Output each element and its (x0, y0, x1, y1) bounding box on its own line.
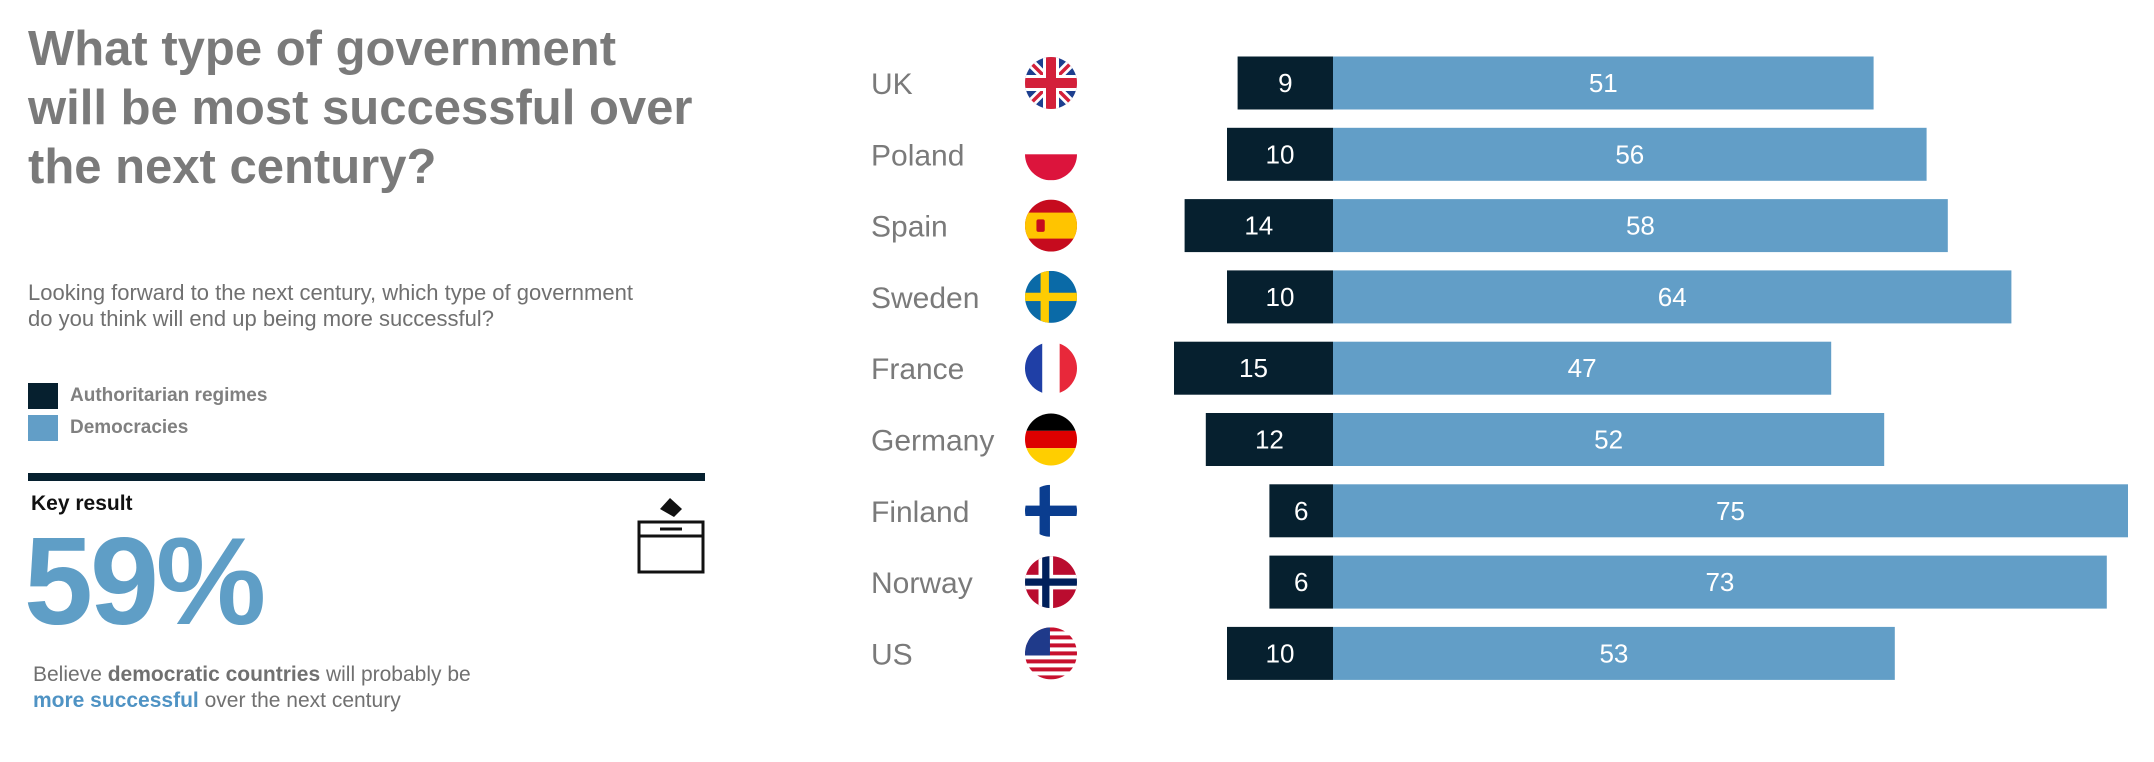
category-label: Spain (871, 211, 948, 244)
data-label-democracies: 53 (1599, 638, 1628, 668)
sweden-flag-icon (1025, 270, 1077, 323)
survey-question: Looking forward to the next century, whi… (28, 280, 633, 331)
note-highlight: more successful (33, 689, 199, 712)
bar-democracies (1333, 555, 2107, 609)
bar-authoritarian (1205, 413, 1333, 466)
category-label: Finland (871, 496, 969, 529)
bar-democracies (1333, 341, 1832, 395)
bar-democracies (1333, 199, 1948, 253)
bar-authoritarian (1237, 56, 1333, 110)
poland-flag-icon (1025, 128, 1077, 181)
data-label-democracies: 51 (1589, 68, 1618, 98)
data-label-authoritarian: 6 (1294, 567, 1308, 597)
note-text: will probably be (320, 663, 471, 686)
data-label-democracies: 56 (1615, 139, 1644, 169)
data-label-democracies: 75 (1716, 496, 1745, 526)
ballot-box-icon (637, 498, 705, 574)
divider (28, 473, 705, 481)
data-label-authoritarian: 10 (1266, 139, 1295, 169)
bar-authoritarian (1184, 199, 1333, 253)
us-flag-icon (1025, 627, 1077, 680)
legend-item-democracies: Democracies (28, 413, 267, 443)
finland-flag-icon (1025, 484, 1077, 537)
category-label: US (871, 638, 913, 671)
diverging-bar-chart: UK 9 51 Poland 10 56 Spain 14 58 Sweden 10 64 France… (871, 56, 2128, 680)
data-label-democracies: 47 (1568, 353, 1597, 383)
key-result-label: Key result (31, 492, 133, 515)
category-label: France (871, 353, 964, 386)
data-label-democracies: 52 (1594, 425, 1623, 455)
uk-flag-icon (1025, 57, 1077, 109)
bar-authoritarian (1227, 626, 1333, 680)
bar-authoritarian (1227, 127, 1333, 181)
category-label: Germany (871, 425, 994, 458)
data-label-democracies: 58 (1626, 211, 1655, 241)
category-label: Poland (871, 139, 964, 172)
bar-democracies (1333, 127, 1927, 181)
data-label-authoritarian: 15 (1239, 353, 1268, 383)
data-label-democracies: 73 (1705, 567, 1734, 597)
category-label: UK (871, 68, 913, 101)
note-emphasis: democratic countries (107, 663, 321, 686)
bar-authoritarian (1269, 484, 1333, 538)
bar-democracies (1333, 413, 1885, 466)
data-label-authoritarian: 10 (1266, 282, 1295, 312)
bar-democracies (1333, 626, 1895, 680)
bar-authoritarian (1174, 341, 1333, 395)
bar-authoritarian (1227, 270, 1333, 324)
bar-democracies (1333, 56, 1874, 110)
legend: Authoritarian regimes Democracies (28, 381, 267, 445)
legend-label: Democracies (70, 417, 189, 438)
category-label: Sweden (871, 282, 979, 315)
bar-democracies (1333, 484, 2128, 538)
note-text: over the next century (198, 689, 401, 712)
legend-swatch-democracies (28, 415, 58, 441)
data-label-authoritarian: 6 (1294, 496, 1308, 526)
bar-democracies (1333, 270, 2012, 324)
france-flag-icon (1025, 342, 1077, 395)
category-label: Norway (871, 567, 973, 600)
key-result-note: Believe democratic countries will probab… (33, 662, 673, 714)
norway-flag-icon (1025, 556, 1077, 609)
data-label-authoritarian: 14 (1244, 211, 1273, 241)
bar-authoritarian (1269, 555, 1333, 609)
legend-item-authoritarian: Authoritarian regimes (28, 381, 267, 411)
data-label-authoritarian: 10 (1266, 638, 1295, 668)
legend-label: Authoritarian regimes (70, 385, 268, 406)
germany-flag-icon (1025, 413, 1077, 466)
data-label-authoritarian: 9 (1278, 68, 1292, 98)
data-label-authoritarian: 12 (1255, 425, 1284, 455)
page-title: What type of government will be most suc… (28, 22, 693, 194)
key-result-value: 59% (24, 513, 266, 651)
data-label-democracies: 64 (1658, 282, 1687, 312)
note-text: Believe (33, 663, 108, 686)
spain-flag-icon (1025, 199, 1077, 252)
legend-swatch-authoritarian (28, 383, 58, 409)
